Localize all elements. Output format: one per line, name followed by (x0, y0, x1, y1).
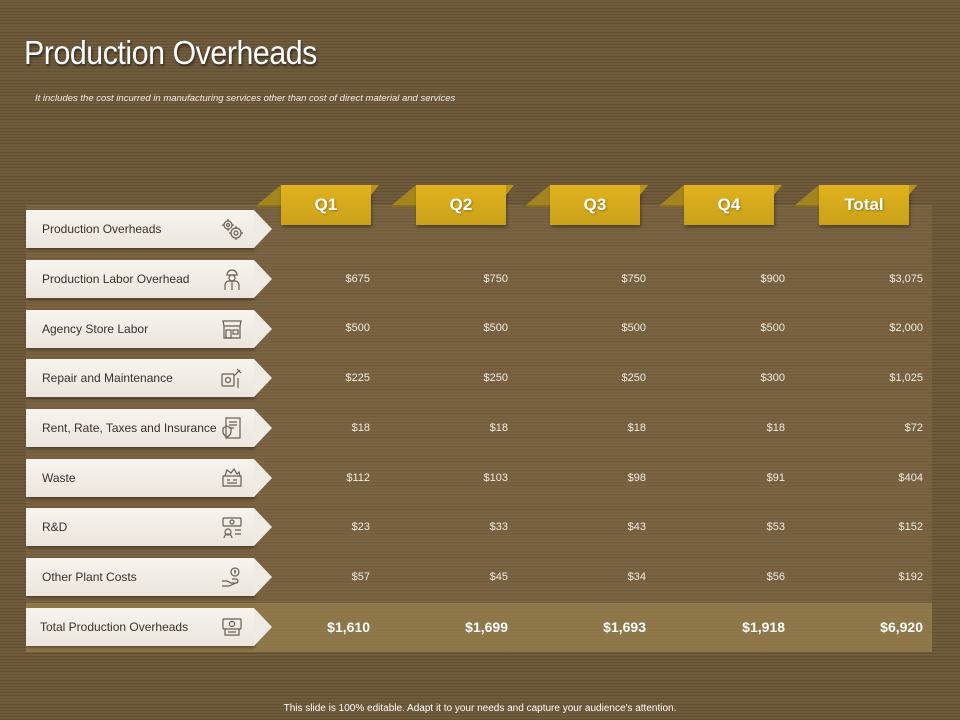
column-header-label: Q3 (583, 195, 607, 214)
table-cell: $53 (766, 521, 785, 533)
row-label-waste: Waste (26, 459, 272, 497)
column-header-label: Q1 (314, 195, 338, 214)
table-cell: $103 (483, 472, 508, 484)
row-label-text: Rent, Rate, Taxes and Insurance (42, 421, 217, 435)
table-cell: $152 (898, 521, 923, 533)
table-cell: $225 (345, 372, 370, 384)
table-cell: $72 (904, 422, 923, 434)
slide-footer: This slide is 100% editable. Adapt it to… (283, 703, 677, 714)
table-cell: $45 (489, 571, 508, 583)
table-cell: $18 (351, 422, 370, 434)
table-cell: $404 (898, 472, 923, 484)
row-label-text: Agency Store Labor (42, 322, 149, 336)
table-cell: $250 (621, 372, 646, 384)
table-cell: $18 (627, 422, 646, 434)
row-label-text: Other Plant Costs (42, 570, 137, 584)
row-label-text: Production Overheads (42, 222, 162, 236)
row-label-text: Production Labor Overhead (42, 272, 190, 286)
table-cell: $34 (627, 571, 646, 583)
waste-icon (222, 467, 242, 487)
table-cell: $750 (621, 273, 646, 285)
table-cell: $23 (351, 521, 370, 533)
table-cell: $250 (483, 372, 508, 384)
table-cell: $18 (489, 422, 508, 434)
slide-subtitle: It includes the cost incurred in manufac… (35, 93, 456, 104)
row-label-rent-rate-taxes-insurance: Rent, Rate, Taxes and Insurance (26, 409, 272, 447)
column-header-label: Total (844, 195, 884, 214)
table-cell: $33 (489, 521, 508, 533)
worker-icon (224, 269, 240, 290)
table-cell: $43 (627, 521, 646, 533)
column-header-q4: Q4 (660, 185, 794, 225)
row-label-other-plant-costs: Other Plant Costs (26, 558, 272, 596)
table-cell: $192 (898, 571, 923, 583)
research-icon (222, 517, 242, 539)
row-label-production-labor-overhead: Production Labor Overhead (26, 260, 272, 298)
slide-title: Production Overheads (24, 34, 317, 71)
row-label-agency-store-labor: Agency Store Labor (26, 310, 272, 348)
table-cell: $500 (621, 322, 646, 334)
row-label-text: Waste (42, 471, 76, 485)
column-header-total: Total (795, 185, 929, 225)
table-cell: $750 (483, 273, 508, 285)
wrench-icon (221, 368, 242, 388)
total-cell: $6,920 (880, 619, 923, 635)
table-cell: $1,025 (889, 372, 923, 384)
row-label-text: Repair and Maintenance (42, 371, 173, 385)
cash-register-icon (222, 618, 242, 636)
store-icon (222, 320, 242, 339)
table-cell: $500 (345, 322, 370, 334)
table-cell: $675 (345, 273, 370, 285)
row-label-repair-and-maintenance: Repair and Maintenance (26, 359, 272, 397)
table-cell: $57 (351, 571, 370, 583)
column-header-q3: Q3 (526, 185, 660, 225)
table-cell: $56 (766, 571, 785, 583)
table-cell: $18 (766, 422, 785, 434)
total-cell: $1,918 (742, 619, 785, 635)
column-header-q1: Q1 (257, 185, 391, 225)
table-cell: $3,075 (889, 273, 923, 285)
money-hand-icon (222, 567, 240, 587)
table-cell: $98 (627, 472, 646, 484)
column-header-label: Q2 (449, 195, 473, 214)
table-cell: $2,000 (889, 322, 923, 334)
row-label-r-and-d: R&D (26, 508, 272, 546)
table-cell: $900 (760, 273, 785, 285)
table-cell: $112 (346, 472, 370, 484)
total-cell: $1,610 (327, 619, 370, 635)
row-label-text: Total Production Overheads (40, 620, 189, 634)
table-cell: $500 (483, 322, 508, 334)
gears-icon (222, 219, 243, 240)
column-header-q2: Q2 (392, 185, 526, 225)
total-cell: $1,693 (603, 619, 646, 635)
row-label-total-production-overheads: Total Production Overheads (26, 608, 272, 646)
column-header-label: Q4 (717, 195, 741, 214)
table-cell: $91 (766, 472, 785, 484)
row-label-production-overheads: Production Overheads (26, 210, 272, 248)
table-cell: $300 (760, 372, 785, 384)
row-label-text: R&D (42, 520, 68, 534)
table-cell: $500 (760, 322, 785, 334)
total-cell: $1,699 (465, 619, 508, 635)
document-icon (222, 417, 241, 439)
